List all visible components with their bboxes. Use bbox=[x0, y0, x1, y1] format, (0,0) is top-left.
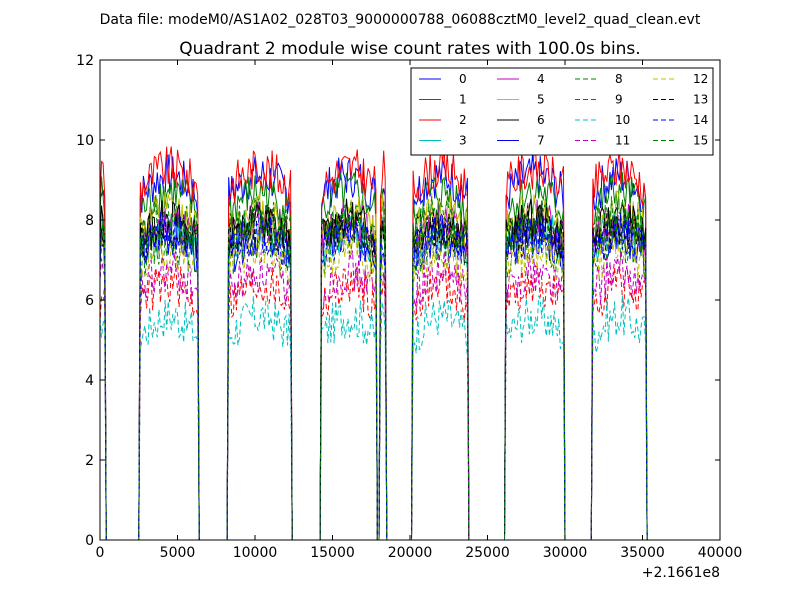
legend-label-7: 7 bbox=[537, 134, 545, 148]
chart-title: Quadrant 2 module wise count rates with … bbox=[179, 39, 640, 59]
series-line-15 bbox=[100, 196, 648, 540]
legend-label-9: 9 bbox=[615, 93, 623, 107]
x-tick-label: 0 bbox=[96, 545, 105, 561]
y-tick-label: 0 bbox=[85, 533, 94, 549]
x-tick-label: 30000 bbox=[543, 545, 588, 561]
legend-box bbox=[410, 67, 714, 156]
y-tick-label: 2 bbox=[85, 453, 94, 469]
x-tick-label: 40000 bbox=[698, 545, 743, 561]
series-line-10 bbox=[100, 295, 648, 540]
x-tick-label: 10000 bbox=[233, 545, 278, 561]
legend-label-13: 13 bbox=[693, 93, 708, 107]
x-tick-label: 35000 bbox=[620, 545, 665, 561]
y-tick-label: 6 bbox=[85, 293, 94, 309]
x-tick-label: 20000 bbox=[388, 545, 433, 561]
datafile-label: Data file: modeM0/AS1A02_028T03_90000007… bbox=[100, 12, 701, 28]
series-line-1 bbox=[100, 172, 648, 540]
x-tick-label: 5000 bbox=[160, 545, 196, 561]
y-tick-label: 12 bbox=[76, 53, 94, 69]
series-line-2 bbox=[100, 146, 648, 540]
axis-layer: 0 5000 10000 15000 20000 25000 30000 35000 40000… bbox=[76, 53, 742, 561]
legend-label-4: 4 bbox=[537, 72, 545, 86]
legend-label-12: 12 bbox=[693, 72, 708, 86]
legend-label-10: 10 bbox=[615, 113, 630, 127]
legend-label-5: 5 bbox=[537, 93, 545, 107]
x-offset-label: +2.1661e8 bbox=[642, 565, 720, 581]
legend-label-8: 8 bbox=[615, 72, 623, 86]
series-line-14 bbox=[100, 211, 648, 540]
legend-label-11: 11 bbox=[615, 134, 630, 148]
x-tick-label: 15000 bbox=[310, 545, 355, 561]
legend-label-14: 14 bbox=[693, 113, 708, 127]
y-tick-label: 10 bbox=[76, 133, 94, 149]
legend-label-3: 3 bbox=[459, 134, 467, 148]
series-layer bbox=[100, 146, 648, 540]
y-tick-label: 8 bbox=[85, 213, 94, 229]
x-tick-label: 25000 bbox=[465, 545, 510, 561]
legend-label-2: 2 bbox=[459, 113, 467, 127]
legend-label-1: 1 bbox=[459, 93, 467, 107]
y-tick-label: 4 bbox=[85, 373, 94, 389]
legend-label-0: 0 bbox=[459, 72, 467, 86]
legend-label-15: 15 bbox=[693, 134, 708, 148]
legend-label-6: 6 bbox=[537, 113, 545, 127]
